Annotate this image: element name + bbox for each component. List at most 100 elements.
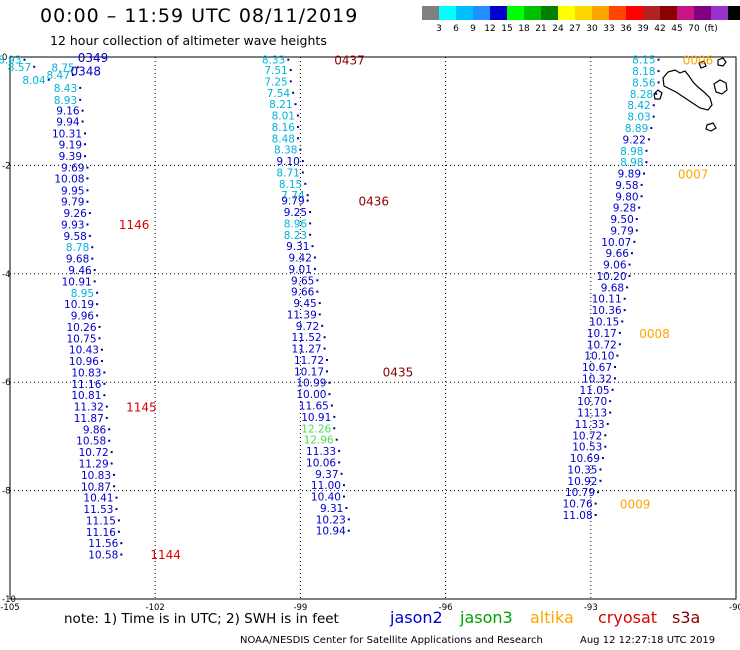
track-point	[594, 502, 597, 505]
swh-value: 11.32	[74, 402, 104, 414]
track-point	[614, 377, 616, 380]
swh-value: 9.19	[59, 139, 82, 151]
swh-value: 10.87	[81, 481, 111, 493]
track-point	[88, 234, 91, 237]
track-point	[604, 445, 607, 448]
track-point	[345, 506, 348, 509]
swh-value: 8.93	[0, 55, 22, 67]
swh-value: 11.08	[563, 510, 593, 522]
swh-value: 8.21	[269, 99, 292, 111]
swh-value: 8.78	[66, 242, 89, 254]
track-point	[626, 286, 629, 289]
swh-value: 10.70	[577, 396, 607, 408]
track-point	[338, 450, 341, 453]
y-tick-label: -4	[2, 270, 10, 280]
swh-value: 11.52	[292, 332, 322, 344]
island-santiago	[698, 60, 707, 69]
swh-value: 9.42	[289, 253, 312, 265]
island-floreana	[705, 122, 717, 132]
swh-value: 9.66	[291, 287, 315, 299]
color-swatch	[660, 6, 677, 20]
x-tick-label: -105	[0, 603, 19, 613]
track-point	[115, 508, 118, 511]
swh-value: 10.76	[563, 499, 593, 511]
color-swatch	[490, 6, 507, 20]
x-tick-label: -96	[439, 603, 453, 613]
track-point	[103, 371, 106, 374]
track-point	[333, 427, 336, 430]
swh-value: 8.03	[627, 112, 650, 124]
swh-value: 9.96	[71, 311, 95, 323]
swh-value: 10.17	[294, 366, 324, 378]
swh-value: 8.89	[625, 123, 648, 135]
track-point	[640, 183, 643, 186]
swh-value: 8.04	[22, 75, 46, 87]
color-swatch	[558, 6, 575, 20]
pass-time-label: 0436	[358, 195, 389, 209]
swh-value: 11.16	[71, 379, 101, 391]
track-point	[296, 137, 299, 140]
swh-value: 10.06	[306, 457, 336, 469]
track-point	[599, 479, 602, 482]
swh-value: 10.72	[572, 430, 602, 442]
y-tick-label: -8	[2, 487, 10, 497]
track-point	[645, 161, 648, 164]
track-point	[643, 172, 646, 175]
color-swatch	[677, 6, 694, 20]
track-point	[110, 462, 113, 465]
track-point	[609, 400, 612, 403]
track-point	[100, 360, 103, 363]
legend-item-cryosat: cryosat	[598, 608, 658, 627]
track-point	[597, 491, 600, 494]
track-point	[594, 513, 597, 516]
track-point	[606, 422, 609, 425]
pass-time-label: 0437	[334, 54, 365, 68]
swh-value: 11.56	[88, 538, 118, 550]
pass-time-label: 1144	[150, 548, 181, 562]
swh-value: 10.53	[572, 442, 602, 454]
legend-item-jason2: jason2	[390, 608, 443, 627]
swh-value: 9.37	[315, 469, 338, 481]
color-scale-label: 39	[637, 24, 649, 34]
track-point	[79, 86, 82, 89]
track-point	[657, 58, 660, 61]
color-swatch	[609, 6, 626, 20]
track-point	[321, 324, 324, 327]
swh-value: 8.98	[620, 146, 643, 158]
swh-value: 9.16	[56, 106, 80, 118]
color-swatch	[524, 6, 541, 20]
color-scale-label: 42	[654, 24, 666, 34]
track-point	[347, 518, 350, 521]
track-point	[301, 160, 304, 163]
y-tick-label: 0	[2, 53, 7, 63]
swh-value: 10.58	[76, 436, 106, 448]
swh-value: 10.83	[71, 367, 101, 379]
swh-value: 11.87	[74, 413, 104, 425]
track-point	[309, 222, 312, 225]
swh-value: 7.51	[264, 65, 287, 77]
swh-value: 8.47	[47, 70, 70, 82]
swh-value: 10.83	[81, 470, 111, 482]
track-point	[79, 98, 82, 101]
swh-value: 9.58	[63, 231, 86, 243]
track-point	[86, 166, 89, 169]
track-point	[93, 269, 96, 272]
swh-value: 9.31	[286, 241, 309, 253]
swh-value: 11.65	[299, 401, 329, 413]
swh-value: 8.15	[632, 55, 655, 67]
swh-value: 7.54	[267, 88, 291, 100]
swh-value: 9.80	[615, 191, 638, 203]
island-santa-cruz	[713, 79, 728, 95]
track-point	[292, 91, 295, 94]
swh-value: 10.10	[584, 351, 614, 363]
swh-value: 10.11	[592, 294, 622, 306]
track-point	[81, 109, 84, 112]
track-point	[616, 354, 619, 357]
track-point	[299, 148, 302, 151]
swh-value: 10.07	[601, 237, 631, 249]
track-point	[623, 297, 626, 300]
swh-value: 9.46	[68, 265, 92, 277]
swh-value: 9.72	[296, 321, 319, 333]
color-scale-label: 15	[501, 24, 513, 34]
track-point	[306, 199, 309, 202]
